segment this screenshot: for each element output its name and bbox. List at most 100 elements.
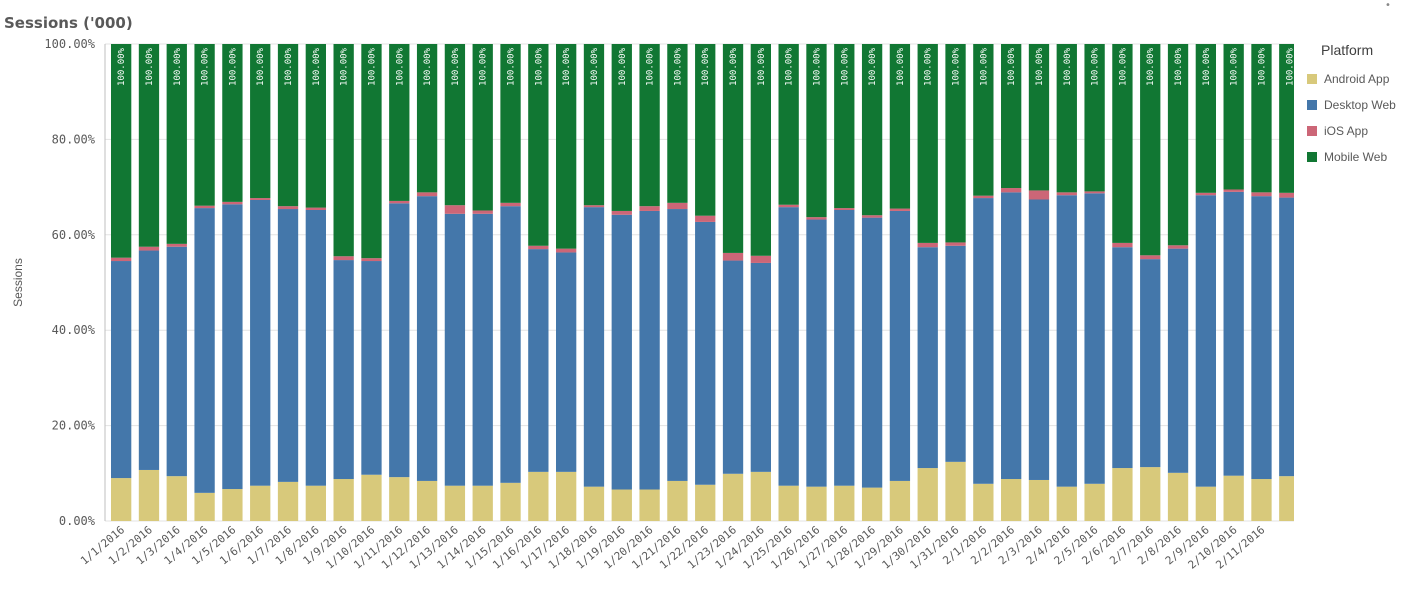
bar-segment-ios-app[interactable]: [889, 208, 911, 211]
bar-segment-android-app[interactable]: [1167, 472, 1189, 521]
bar-segment-desktop-web[interactable]: [361, 261, 382, 475]
bar-segment-ios-app[interactable]: [416, 192, 438, 197]
bar-segment-ios-app[interactable]: [305, 207, 326, 210]
bar-segment-desktop-web[interactable]: [472, 213, 493, 486]
bar-segment-mobile-web[interactable]: [1056, 44, 1077, 193]
bar-segment-ios-app[interactable]: [194, 205, 215, 209]
bar-segment-ios-app[interactable]: [1112, 242, 1133, 248]
bar-segment-desktop-web[interactable]: [389, 203, 410, 478]
bar-segment-android-app[interactable]: [889, 480, 911, 521]
bar-segment-desktop-web[interactable]: [500, 206, 521, 483]
bar-segment-mobile-web[interactable]: [277, 44, 299, 207]
bar-segment-desktop-web[interactable]: [945, 245, 966, 462]
bar-segment-ios-app[interactable]: [500, 202, 521, 207]
bar-segment-desktop-web[interactable]: [778, 207, 799, 486]
bar-segment-android-app[interactable]: [528, 471, 549, 521]
bar-segment-ios-app[interactable]: [333, 256, 354, 261]
bar-segment-ios-app[interactable]: [1140, 255, 1161, 260]
bar-segment-mobile-web[interactable]: [639, 44, 660, 207]
bar-segment-desktop-web[interactable]: [166, 246, 187, 477]
bar-segment-ios-app[interactable]: [778, 204, 799, 208]
stacked-bar-chart[interactable]: 0.00% 20.00% 40.00% 60.00% 80.00% 100.00% Sess…: [0, 0, 1300, 594]
bar-segment-desktop-web[interactable]: [194, 208, 215, 493]
bar-segment-mobile-web[interactable]: [194, 44, 215, 206]
bar-segment-mobile-web[interactable]: [222, 44, 243, 202]
bar-segment-android-app[interactable]: [277, 481, 299, 521]
bar-segment-ios-app[interactable]: [138, 246, 160, 251]
bar-segment-desktop-web[interactable]: [1001, 192, 1022, 480]
bar-segment-ios-app[interactable]: [861, 215, 883, 218]
bar-segment-mobile-web[interactable]: [111, 44, 132, 258]
bar-segment-ios-app[interactable]: [973, 195, 994, 199]
bar-segment-ios-app[interactable]: [695, 215, 716, 222]
bar-segment-ios-app[interactable]: [444, 205, 466, 214]
bar-segment-android-app[interactable]: [611, 489, 632, 521]
bar-segment-android-app[interactable]: [1112, 468, 1133, 521]
bar-segment-mobile-web[interactable]: [444, 44, 466, 206]
bar-segment-mobile-web[interactable]: [500, 44, 521, 203]
bar-segment-android-app[interactable]: [1140, 467, 1161, 521]
bar-segment-desktop-web[interactable]: [416, 196, 438, 481]
bar-segment-ios-app[interactable]: [222, 201, 243, 205]
bar-segment-android-app[interactable]: [389, 477, 410, 521]
legend-item-android-app[interactable]: Android App: [1307, 66, 1396, 92]
bar-segment-desktop-web[interactable]: [1223, 191, 1244, 476]
bar-segment-ios-app[interactable]: [250, 198, 271, 200]
bar-segment-ios-app[interactable]: [556, 248, 577, 253]
bar-segment-desktop-web[interactable]: [444, 213, 466, 486]
bar-segment-desktop-web[interactable]: [806, 219, 827, 487]
bar-segment-android-app[interactable]: [834, 485, 855, 521]
bar-segment-mobile-web[interactable]: [361, 44, 382, 259]
bar-segment-ios-app[interactable]: [1056, 192, 1077, 196]
legend-item-mobile-web[interactable]: Mobile Web: [1307, 144, 1396, 170]
bar-segment-android-app[interactable]: [138, 469, 160, 521]
bar-segment-android-app[interactable]: [416, 480, 438, 521]
bar-segment-ios-app[interactable]: [528, 245, 549, 250]
bar-segment-mobile-web[interactable]: [1279, 44, 1299, 193]
bar-segment-mobile-web[interactable]: [528, 44, 549, 246]
bar-segment-mobile-web[interactable]: [806, 44, 827, 218]
bar-segment-desktop-web[interactable]: [111, 261, 132, 479]
bar-segment-android-app[interactable]: [1056, 486, 1077, 521]
legend-item-desktop-web[interactable]: Desktop Web: [1307, 92, 1396, 118]
bar-segment-mobile-web[interactable]: [556, 44, 577, 249]
bar-segment-ios-app[interactable]: [1251, 192, 1272, 197]
bar-segment-android-app[interactable]: [1084, 483, 1105, 521]
bar-segment-desktop-web[interactable]: [722, 260, 744, 474]
bar-segment-desktop-web[interactable]: [1167, 248, 1189, 473]
bar-segment-ios-app[interactable]: [277, 206, 299, 210]
bar-segment-android-app[interactable]: [945, 461, 966, 521]
bar-segment-mobile-web[interactable]: [166, 44, 187, 244]
bar-segment-mobile-web[interactable]: [1167, 44, 1189, 246]
bar-segment-mobile-web[interactable]: [889, 44, 911, 209]
bar-segment-mobile-web[interactable]: [1251, 44, 1272, 193]
bar-segment-desktop-web[interactable]: [695, 221, 716, 485]
bar-segment-mobile-web[interactable]: [1140, 44, 1161, 256]
bar-segment-ios-app[interactable]: [1167, 245, 1189, 249]
bar-segment-desktop-web[interactable]: [277, 209, 299, 482]
bar-segment-android-app[interactable]: [111, 478, 132, 521]
bar-segment-mobile-web[interactable]: [611, 44, 632, 211]
bar-segment-android-app[interactable]: [222, 489, 243, 521]
more-options-icon[interactable]: •: [1385, 0, 1391, 11]
bar-segment-android-app[interactable]: [1279, 476, 1299, 521]
bar-segment-desktop-web[interactable]: [834, 209, 855, 486]
bar-segment-android-app[interactable]: [806, 486, 827, 521]
bar-segment-mobile-web[interactable]: [583, 44, 605, 206]
bar-segment-android-app[interactable]: [166, 476, 187, 521]
bar-segment-android-app[interactable]: [722, 473, 744, 521]
bar-segment-desktop-web[interactable]: [583, 207, 605, 487]
bar-segment-mobile-web[interactable]: [1028, 44, 1050, 191]
bar-segment-android-app[interactable]: [1223, 475, 1244, 521]
bar-segment-android-app[interactable]: [639, 489, 660, 521]
bar-segment-ios-app[interactable]: [611, 210, 632, 215]
bar-segment-mobile-web[interactable]: [973, 44, 994, 196]
bar-segment-desktop-web[interactable]: [750, 262, 771, 472]
bar-segment-ios-app[interactable]: [389, 200, 410, 204]
bar-segment-desktop-web[interactable]: [917, 247, 938, 469]
bar-segment-desktop-web[interactable]: [1112, 247, 1133, 469]
bar-segment-desktop-web[interactable]: [889, 210, 911, 481]
bar-segment-desktop-web[interactable]: [639, 210, 660, 490]
bar-segment-ios-app[interactable]: [111, 257, 132, 262]
bar-segment-desktop-web[interactable]: [1195, 195, 1217, 487]
